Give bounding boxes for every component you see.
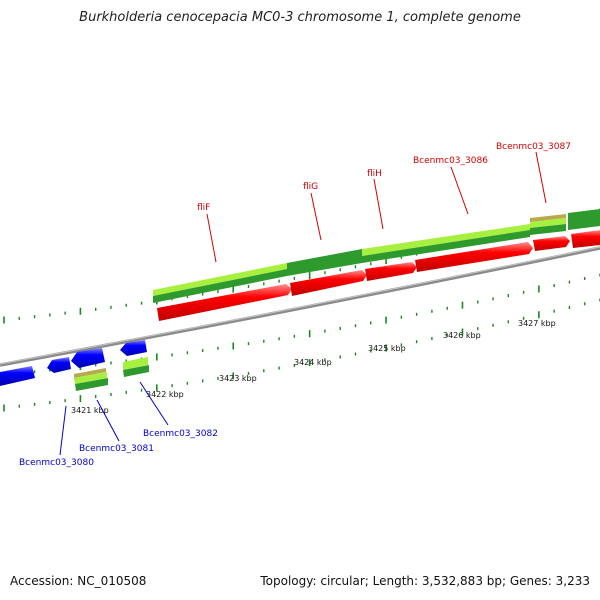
kbp-label: 3421 kbp	[71, 406, 109, 415]
gene-label-bcenmc03-3080: Bcenmc03_3080	[19, 458, 94, 468]
gene-flih	[365, 262, 417, 281]
leader-line	[96, 399, 120, 442]
sequence-backbone-highlight	[0, 246, 600, 365]
leader-line	[373, 178, 384, 230]
kbp-label: 3422 kbp	[146, 390, 184, 399]
gene-bcenmc03-3081	[71, 348, 105, 368]
kbp-labels: 3421 kbp 3422 kbp 3423 kbp 3424 kbp 3425…	[71, 319, 556, 415]
map-title: Burkholderia cenocepacia MC0-3 chromosom…	[79, 10, 521, 25]
forward-gene-labels: fliF fliG fliH Bcenmc03_3086 Bcenmc03_30…	[197, 142, 571, 263]
gene-flif	[157, 284, 292, 321]
gene-bcenmc03-3080	[47, 357, 71, 373]
accession-text: Accession: NC_010508	[10, 574, 147, 588]
leader-line	[310, 192, 322, 241]
kbp-label: 3425 kbp	[368, 344, 406, 353]
sequence-backbone	[0, 246, 600, 367]
gene-bcenmc03-3087	[533, 236, 570, 251]
leader-line	[206, 213, 217, 263]
orf-dark-1	[153, 269, 287, 303]
reverse-genes	[0, 340, 147, 386]
orf-dark-3	[362, 230, 530, 263]
orf-tan-1	[530, 214, 566, 222]
gene-flig	[290, 270, 367, 296]
leader-line	[59, 405, 67, 456]
gene-label-bcenmc03-3086: Bcenmc03_3086	[413, 156, 488, 166]
reverse-gene-labels: Bcenmc03_3080 Bcenmc03_3081 Bcenmc03_308…	[19, 381, 218, 468]
gene-label-flig: fliG	[303, 182, 318, 192]
kbp-label: 3423 kbp	[219, 374, 257, 383]
forward-genes	[157, 230, 600, 321]
orf-light-2	[362, 224, 530, 256]
gene-label-bcenmc03-3082: Bcenmc03_3082	[143, 429, 218, 439]
genome-summary-text: Topology: circular; Length: 3,532,883 bp…	[260, 574, 590, 588]
leader-line	[535, 151, 547, 204]
gene-bcenmc03-3079	[0, 366, 35, 386]
orf-dark-2	[287, 249, 362, 276]
kbp-label: 3424 kbp	[294, 358, 332, 367]
orf-tan-2	[74, 368, 106, 378]
tick-row-bottom	[3, 298, 600, 412]
gene-bcenmc03-3086	[415, 242, 533, 272]
orf-light-5	[123, 357, 148, 370]
gene-next-forward	[571, 230, 600, 248]
gene-label-flif: fliF	[197, 203, 210, 213]
orf-dark-5	[568, 209, 600, 230]
gene-bcenmc03-3082	[120, 340, 147, 356]
gene-label-bcenmc03-3087: Bcenmc03_3087	[496, 142, 571, 152]
orf-light-1	[153, 263, 287, 296]
orf-dark-7	[123, 365, 149, 377]
gene-label-bcenmc03-3081: Bcenmc03_3081	[79, 444, 154, 454]
orf-light-4	[74, 372, 107, 384]
leader-line	[139, 381, 169, 426]
orf-dark-6	[75, 378, 108, 391]
leader-line	[450, 166, 469, 215]
orf-band-bottom	[74, 357, 149, 391]
gene-label-flih: fliH	[367, 169, 382, 179]
kbp-label: 3427 kbp	[518, 319, 556, 328]
kbp-label: 3426 kbp	[443, 331, 481, 340]
orf-band-top	[153, 209, 600, 303]
orf-dark-4	[530, 224, 566, 235]
orf-light-3	[530, 218, 566, 228]
